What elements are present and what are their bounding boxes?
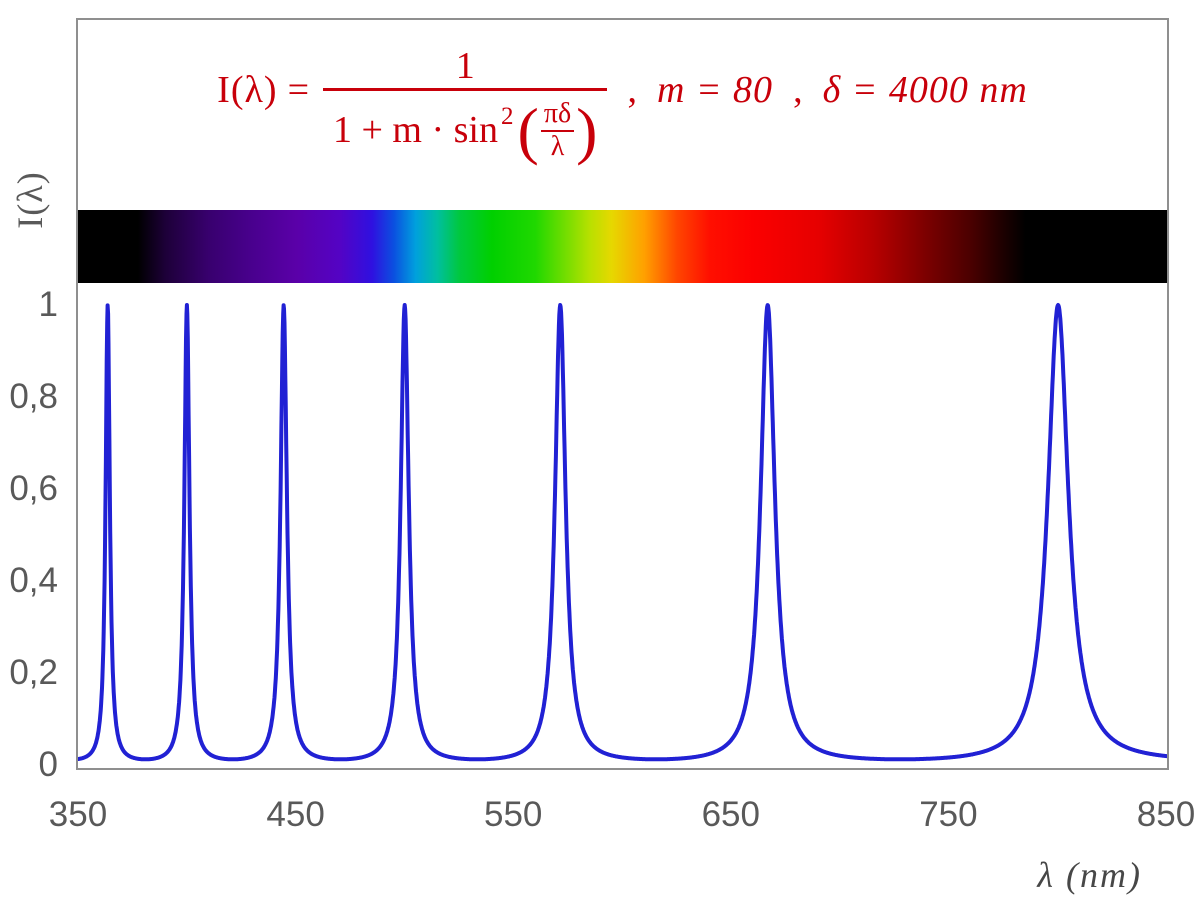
left-paren: ( bbox=[517, 95, 539, 166]
x-tick-label: 750 bbox=[919, 795, 978, 834]
formula: I(λ) = 1 1 + m · sin 2 ( πδ λ ) , m = 80… bbox=[78, 44, 1167, 166]
x-tick-label: 350 bbox=[48, 795, 108, 834]
inner-fraction: πδ λ bbox=[540, 98, 575, 162]
x-axis-title: λ (nm) bbox=[1037, 855, 1142, 895]
param-m: m = 80 bbox=[656, 69, 774, 111]
fraction-numerator: 1 bbox=[455, 45, 475, 87]
y-tick-label: 0,4 bbox=[9, 561, 58, 600]
param-delta: δ = 4000 nm bbox=[822, 69, 1028, 111]
x-tick-label: 550 bbox=[483, 795, 543, 834]
y-axis-title: I(λ) bbox=[10, 171, 50, 229]
formula-comma-1: , bbox=[627, 69, 637, 111]
formula-comma-2: , bbox=[793, 69, 803, 111]
y-tick-label: 0,8 bbox=[9, 377, 58, 416]
y-tick-label: 0,2 bbox=[9, 653, 58, 692]
formula-lhs: I(λ) bbox=[217, 69, 278, 111]
y-tick-label: 0 bbox=[38, 745, 58, 784]
x-tick-label: 650 bbox=[701, 795, 760, 834]
x-tick-label: 850 bbox=[1136, 795, 1196, 834]
transmission-curve bbox=[78, 303, 1167, 762]
formula-equals: = bbox=[287, 69, 309, 111]
transmission-curve-path bbox=[78, 303, 1167, 762]
right-paren: ) bbox=[576, 95, 598, 166]
x-tick-label: 450 bbox=[266, 795, 325, 834]
sin-exponent: 2 bbox=[501, 102, 514, 130]
fraction-denominator: 1 + m · sin 2 ( πδ λ ) bbox=[323, 88, 608, 166]
inner-fraction-numerator: πδ bbox=[540, 98, 575, 132]
inner-fraction-denominator: λ bbox=[550, 130, 565, 162]
formula-fraction: 1 1 + m · sin 2 ( πδ λ ) bbox=[323, 44, 608, 166]
y-tick-label: 1 bbox=[38, 285, 58, 324]
plot-area: I(λ) = 1 1 + m · sin 2 ( πδ λ ) , m = 80… bbox=[76, 18, 1169, 770]
visible-spectrum-bar bbox=[78, 210, 1167, 283]
y-tick-label: 0,6 bbox=[9, 469, 58, 508]
denominator-text: 1 + m · sin bbox=[333, 109, 498, 151]
